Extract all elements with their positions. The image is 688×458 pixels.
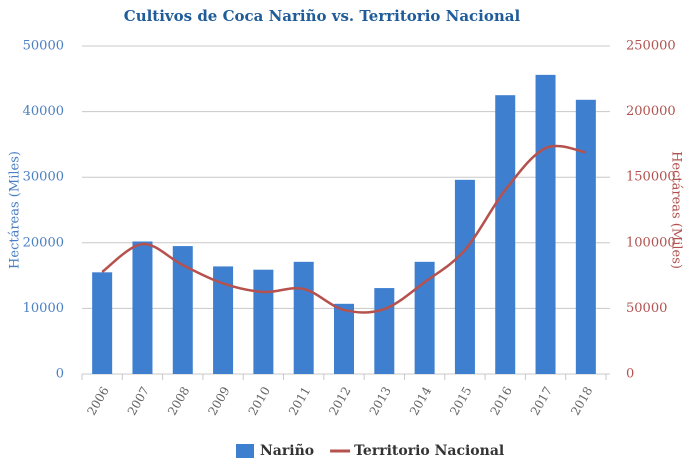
y2-tick-label: 0: [626, 367, 634, 382]
x-tick-label: 2014: [407, 384, 435, 418]
bar: [454, 179, 475, 374]
bar: [535, 74, 556, 374]
x-tick-label: 2011: [286, 384, 313, 417]
x-tick-label: 2016: [487, 384, 514, 417]
x-tick-label: 2008: [165, 384, 192, 417]
x-tick-label: 2017: [528, 384, 555, 417]
bar: [575, 99, 596, 375]
bar: [495, 95, 516, 374]
x-tick-label: 2009: [205, 384, 232, 417]
x-tick-label: 2010: [246, 384, 273, 417]
chart-title: Cultivos de Coca Nariño vs. Territorio N…: [124, 7, 521, 25]
x-tick-label: 2018: [568, 384, 595, 417]
bar: [92, 272, 113, 374]
x-tick-label: 2007: [125, 384, 152, 417]
x-tick-label: 2013: [367, 384, 394, 417]
y-tick-label: 30000: [23, 170, 64, 185]
bar: [414, 261, 435, 374]
y-tick-label: 50000: [23, 39, 64, 54]
x-tick-label: 2015: [447, 384, 474, 417]
x-tick-label: 2012: [326, 384, 353, 417]
y-axis-label: Hectáreas (Miles): [8, 151, 23, 269]
y-tick-label: 0: [56, 367, 64, 382]
bar: [374, 288, 395, 374]
y2-axis-label: Hectáreas (Miles): [669, 151, 684, 269]
bar: [172, 246, 193, 374]
legend-label: Territorio Nacional: [354, 443, 504, 458]
y-tick-label: 20000: [23, 235, 64, 250]
y2-tick-label: 250000: [626, 39, 676, 54]
legend-label: Nariño: [260, 442, 314, 458]
bar: [213, 266, 234, 374]
x-tick-label: 2006: [84, 384, 111, 417]
bar: [293, 261, 314, 374]
bar: [132, 241, 153, 374]
line: [101, 144, 587, 314]
y2-tick-label: 100000: [626, 235, 676, 250]
y-tick-label: 40000: [23, 104, 64, 119]
y2-tick-label: 150000: [626, 170, 676, 185]
y2-tick-label: 50000: [626, 301, 667, 316]
legend-swatch: [236, 444, 254, 458]
y-tick-label: 10000: [23, 301, 64, 316]
y2-tick-label: 200000: [626, 104, 676, 119]
bar: [334, 303, 354, 374]
bar: [253, 269, 274, 374]
